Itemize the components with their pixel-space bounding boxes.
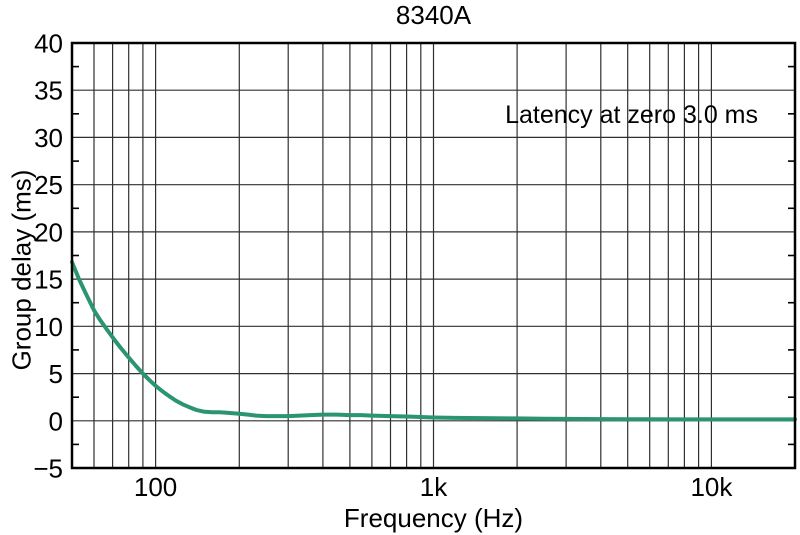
y-tick-label-10: 10 — [34, 312, 63, 342]
x-tick-label-1k: 1k — [420, 472, 448, 502]
y-tick-label-35: 35 — [34, 76, 63, 106]
plot-border — [70, 41, 797, 470]
x-axis-label: Frequency (Hz) — [343, 503, 524, 533]
latency-annotation: Latency at zero 3.0 ms — [505, 101, 758, 129]
x-tick-label-100: 100 — [134, 472, 177, 502]
group-delay-curve — [70, 260, 797, 422]
y-tick-label-25: 25 — [34, 170, 63, 200]
y-tick-label-15: 15 — [34, 265, 63, 295]
y-tick-label-−5: −5 — [33, 454, 63, 484]
y-tick-label-40: 40 — [34, 29, 63, 59]
y-tick-label-0: 0 — [49, 406, 63, 436]
x-tick-label-10k: 10k — [690, 472, 733, 502]
y-tick-label-20: 20 — [34, 217, 63, 247]
y-axis-label: Group delay (ms) — [6, 169, 37, 371]
y-tick-label-5: 5 — [49, 359, 63, 389]
y-tick-label-30: 30 — [34, 123, 63, 153]
chart-title: 8340A — [395, 0, 472, 30]
